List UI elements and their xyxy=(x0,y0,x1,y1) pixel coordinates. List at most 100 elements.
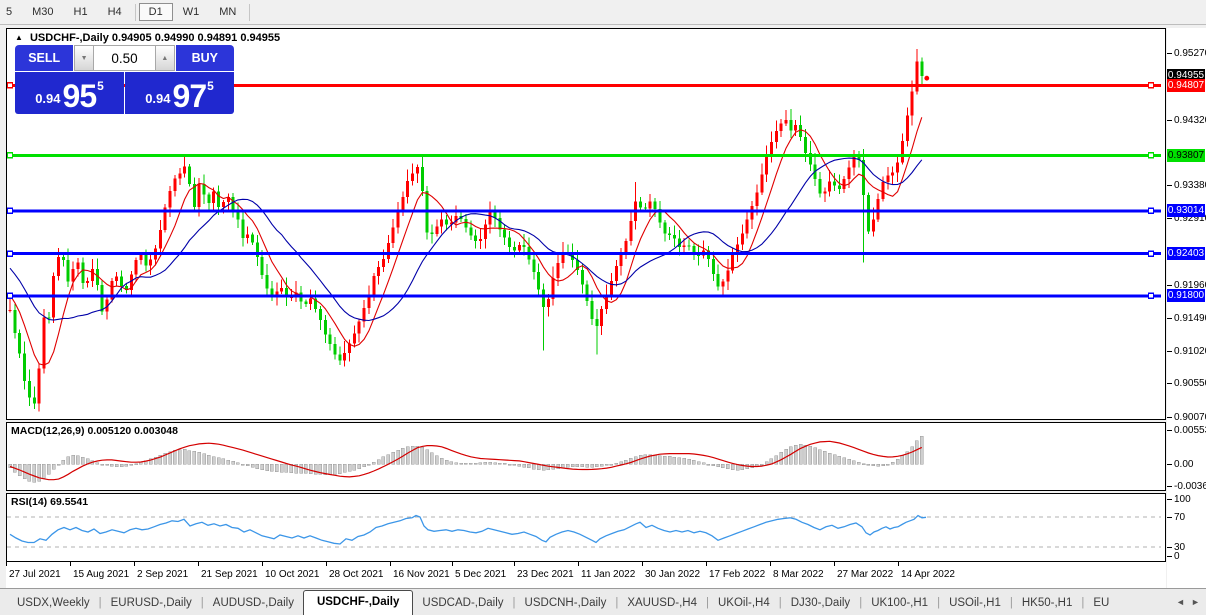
macd-histogram xyxy=(8,435,924,483)
macd-indicator-panel[interactable]: MACD(12,26,9) 0.005120 0.003048 xyxy=(6,422,1166,491)
timeframe-button-5[interactable]: 5 xyxy=(6,6,13,18)
axis-tick-mark xyxy=(1167,119,1172,121)
axis-tick-mark xyxy=(1167,53,1172,54)
tab-separator: | xyxy=(615,597,619,609)
tab-separator: | xyxy=(1081,597,1085,609)
macd-label: MACD(12,26,9) 0.005120 0.003048 xyxy=(11,425,178,437)
date-tick-mark xyxy=(452,562,453,566)
timeframe-button-H4[interactable]: H4 xyxy=(107,6,122,18)
date-tick-mark xyxy=(390,562,391,566)
level-price-badge: 0.93014 xyxy=(1167,204,1205,218)
tab-separator: | xyxy=(98,597,102,609)
tab-uk100-h1[interactable]: UK100-,H1 xyxy=(871,597,929,609)
tab-eurusd-daily[interactable]: EURUSD-,Daily xyxy=(110,597,192,609)
tab-usdcad-daily[interactable]: USDCAD-,Daily xyxy=(422,597,504,609)
level-line-0.91800[interactable] xyxy=(7,292,1161,300)
toolbar-separator xyxy=(134,3,136,21)
rsi-label: RSI(14) 69.5541 xyxy=(11,496,89,508)
date-label: 23 Dec 2021 xyxy=(517,569,574,580)
sell-price-display[interactable]: 0.94 95 5 xyxy=(15,72,124,114)
level-price-badge: 0.92403 xyxy=(1167,247,1205,261)
sell-price-big: 95 xyxy=(62,78,98,114)
toolbar-separator xyxy=(249,3,251,21)
date-tick-mark xyxy=(198,562,199,566)
level-price-badge: 0.94807 xyxy=(1167,78,1205,92)
rsi-axis-label: 0 xyxy=(1174,551,1180,562)
date-tick-mark xyxy=(262,562,263,566)
rsi-indicator-panel[interactable]: RSI(14) 69.5541 xyxy=(6,493,1166,562)
axis-tick-mark xyxy=(1167,464,1172,465)
rsi-axis-label: 30 xyxy=(1174,542,1186,553)
candlestick-chart[interactable] xyxy=(7,29,1165,419)
date-label: 27 Jul 2021 xyxy=(9,569,61,580)
tab-usdcnh-daily[interactable]: USDCNH-,Daily xyxy=(524,597,607,609)
level-line-0.93014[interactable] xyxy=(7,207,1161,215)
level-line-0.93807[interactable] xyxy=(7,152,1161,159)
tab-eu[interactable]: EU xyxy=(1093,597,1110,609)
buy-button[interactable]: BUY xyxy=(175,45,234,71)
level-price-badge: 0.91800 xyxy=(1167,289,1205,303)
tab-usdchf-daily[interactable]: USDCHF-,Daily xyxy=(302,590,414,615)
date-label: 28 Oct 2021 xyxy=(329,569,384,580)
tab-hk50-h1[interactable]: HK50-,H1 xyxy=(1021,597,1073,609)
date-tick-mark xyxy=(6,562,7,566)
date-label: 5 Dec 2021 xyxy=(455,569,507,580)
date-label: 27 Mar 2022 xyxy=(837,569,894,580)
tab-scroll-left-icon[interactable]: ◄ xyxy=(1176,597,1185,607)
tab-separator: | xyxy=(200,597,204,609)
macd-axis-label: 0.00 xyxy=(1174,459,1194,470)
date-tick-mark xyxy=(706,562,707,566)
tab-xauusd-h4[interactable]: XAUUSD-,H4 xyxy=(627,597,697,609)
date-label: 15 Aug 2021 xyxy=(73,569,130,580)
date-label: 8 Mar 2022 xyxy=(773,569,824,580)
tab-separator: | xyxy=(778,597,782,609)
tab-dj30-daily[interactable]: DJ30-,Daily xyxy=(790,597,851,609)
tab-separator: | xyxy=(859,597,863,609)
timeframe-button-H1[interactable]: H1 xyxy=(73,6,88,18)
axis-tick-mark xyxy=(1167,499,1172,500)
buy-price-big: 97 xyxy=(172,78,208,114)
tab-audusd-daily[interactable]: AUDUSD-,Daily xyxy=(212,597,294,609)
axis-tick-mark xyxy=(1167,185,1172,187)
price-chart-panel[interactable]: ▲ USDCHF-,Daily 0.94905 0.94990 0.94891 … xyxy=(6,28,1166,420)
lot-size-input[interactable]: 0.50 xyxy=(93,45,156,71)
axis-tick-mark xyxy=(1167,417,1172,418)
date-tick-mark xyxy=(642,562,643,566)
sell-button[interactable]: SELL xyxy=(15,45,74,71)
tab-usdx-weekly[interactable]: USDX,Weekly xyxy=(17,597,90,609)
lot-decrease-button[interactable]: ▼ xyxy=(74,45,94,71)
chevron-up-icon: ▲ xyxy=(161,54,169,62)
macd-bars-group xyxy=(8,435,924,483)
moving-average-line xyxy=(9,157,923,322)
timeframe-button-W1[interactable]: W1 xyxy=(182,6,200,18)
buy-price-pip: 5 xyxy=(207,79,214,93)
tab-scroll-arrows: ◄ ► xyxy=(1170,589,1206,615)
date-label: 17 Feb 2022 xyxy=(709,569,766,580)
tab-scroll-right-icon[interactable]: ► xyxy=(1191,597,1200,607)
date-label: 10 Oct 2021 xyxy=(265,569,320,580)
tab-ukoil-h4[interactable]: UKOil-,H4 xyxy=(717,597,770,609)
current-price-dot xyxy=(924,75,930,81)
rsi-axis-label: 100 xyxy=(1174,494,1191,505)
level-line-0.92403[interactable] xyxy=(7,250,1161,257)
rsi-line-chart xyxy=(7,514,1161,548)
macd-axis-label: -0.00364 xyxy=(1174,481,1206,493)
sell-price-base: 0.94 xyxy=(35,91,61,106)
tab-usoil-h1[interactable]: USOil-,H1 xyxy=(949,597,1001,609)
lot-increase-button[interactable]: ▲ xyxy=(155,45,175,71)
axis-tick-mark xyxy=(1167,517,1172,518)
buy-price-display[interactable]: 0.94 97 5 xyxy=(125,72,234,114)
date-label: 11 Jan 2022 xyxy=(581,569,636,580)
chart-ohlc-values: 0.94905 0.94990 0.94891 0.94955 xyxy=(111,32,281,44)
date-tick-mark xyxy=(134,562,135,566)
axis-tick-mark xyxy=(1167,430,1172,431)
timeframe-button-D1[interactable]: D1 xyxy=(138,3,173,21)
timeframe-button-MN[interactable]: MN xyxy=(219,6,237,18)
macd-axis-label: 0.005537 xyxy=(1174,425,1206,436)
rsi-line xyxy=(9,514,927,545)
chart-header: ▲ USDCHF-,Daily 0.94905 0.94990 0.94891 … xyxy=(15,32,280,44)
timeframe-button-M30[interactable]: M30 xyxy=(32,6,54,18)
